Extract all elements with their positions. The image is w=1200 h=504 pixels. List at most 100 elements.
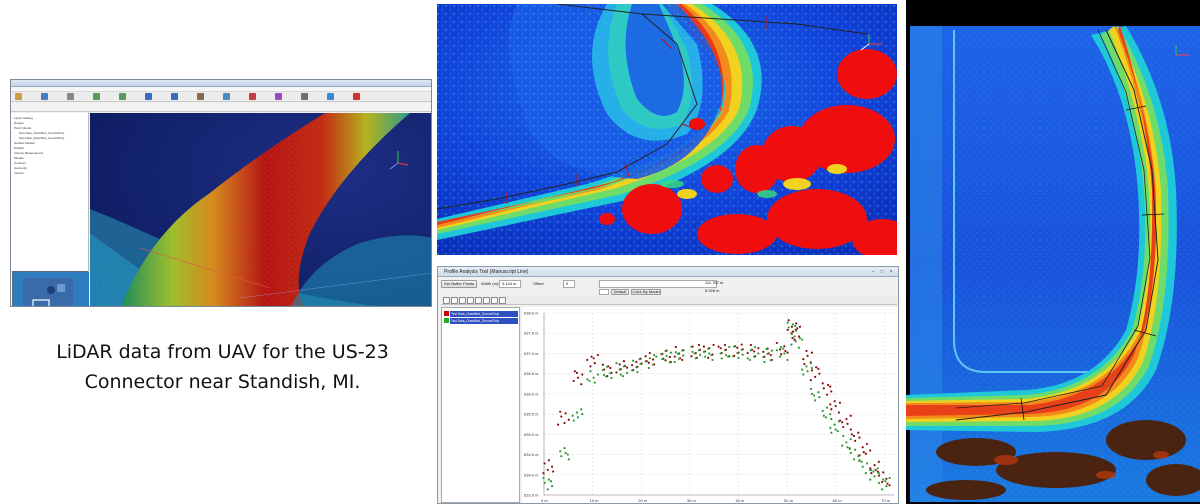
data-point (543, 481, 546, 484)
layer-name: Test Data_Classified_GroundOnly (450, 318, 518, 324)
data-point (731, 355, 735, 358)
data-point (787, 319, 790, 322)
gis-viewer-window: Layer Catalog Drapes Point Clouds Test Data… (10, 79, 432, 307)
data-point (830, 390, 833, 393)
layer-tree-item[interactable]: Contours (14, 161, 27, 165)
data-point (796, 327, 799, 330)
layer-row[interactable]: Test Data_Classified_GroundOnly (444, 318, 518, 324)
data-point (762, 355, 765, 359)
print-icon[interactable] (67, 93, 74, 100)
width-input[interactable]: 0.144 m (499, 280, 521, 288)
data-point (560, 415, 563, 418)
data-point (833, 400, 836, 403)
data-point (806, 354, 809, 357)
y-tick-label: 636.5 m (524, 371, 539, 376)
layer-row[interactable]: Test Data_Classified_GroundOnly (444, 311, 518, 317)
data-point (790, 332, 794, 336)
layer-tree-item[interactable]: Surface Models (14, 141, 35, 145)
layer-tree-item[interactable]: Geometry (14, 166, 28, 170)
default-button[interactable]: Default (611, 289, 629, 295)
layer-tree-item[interactable]: Test Data_Classified_GroundOnly (19, 131, 65, 135)
data-point (690, 345, 693, 349)
get-buffer-points-button[interactable]: Get Buffer Points (441, 280, 477, 288)
offset-input[interactable]: 0 (563, 280, 575, 288)
data-point (741, 353, 744, 356)
data-point (848, 446, 851, 450)
undo-icon[interactable] (93, 93, 100, 100)
data-point (780, 345, 783, 349)
layer-tree-item[interactable]: Profiles (14, 146, 25, 150)
help-icon[interactable] (327, 93, 334, 100)
data-point (814, 399, 817, 402)
save-icon[interactable] (451, 297, 458, 304)
maximize-icon[interactable]: □ (880, 269, 884, 275)
data-point (857, 455, 860, 458)
data-point (546, 468, 549, 472)
close-icon[interactable] (353, 93, 360, 100)
caption-line-1: LiDAR data from UAV for the US-23 (56, 341, 389, 363)
range-slider[interactable] (599, 280, 717, 288)
data-point (677, 357, 681, 360)
measure-icon[interactable] (249, 93, 256, 100)
data-point (841, 421, 844, 424)
data-point (874, 468, 877, 472)
data-point (842, 434, 845, 438)
filter-icon[interactable] (483, 297, 490, 304)
data-point (805, 365, 808, 368)
data-point (786, 358, 789, 362)
save-icon[interactable] (41, 93, 48, 100)
data-point (589, 370, 592, 373)
data-point (601, 368, 605, 372)
data-point (719, 352, 722, 355)
layer-tree-item[interactable]: Volume Measurement (14, 151, 44, 155)
data-point (861, 465, 864, 468)
overview-map[interactable] (12, 271, 89, 306)
layer-tree-item[interactable]: Layer Catalog (14, 116, 33, 120)
data-point (869, 467, 872, 470)
y-tick-label: 635.0 m (524, 432, 539, 437)
open-icon[interactable] (443, 297, 450, 304)
data-point (703, 355, 707, 358)
zoom-out-icon[interactable] (171, 93, 178, 100)
data-point (849, 414, 852, 417)
data-point (615, 362, 618, 365)
profile-plot[interactable]: 633.5 m 634.0 m 634.5 m 635.0 m 635.5 m 636.0… (522, 307, 898, 503)
layer-tree-item[interactable]: Drapes (14, 121, 24, 125)
layer-tree-item[interactable]: Test Data_Classified_GroundOnly (19, 136, 65, 140)
data-point (841, 444, 844, 447)
axis-gizmo-icon (1175, 45, 1190, 56)
scale-slider[interactable] (599, 289, 609, 295)
pan-icon[interactable] (197, 93, 204, 100)
redo-icon[interactable] (119, 93, 126, 100)
data-point (563, 446, 566, 450)
data-point (576, 416, 580, 419)
data-point (845, 441, 848, 444)
export-icon[interactable] (499, 297, 506, 304)
data-point (618, 363, 621, 366)
close-icon[interactable]: × (889, 269, 893, 275)
layer-tree-item[interactable]: Vectors (14, 171, 25, 175)
rotate-icon[interactable] (223, 93, 230, 100)
y-tick-label: 637.0 m (524, 351, 539, 356)
profile-controls-row-2: Default Color By Model 5.926 m (441, 289, 897, 296)
data-point (723, 343, 727, 347)
point-cloud-3d-view[interactable]: · (90, 113, 431, 306)
profile-icon[interactable] (275, 93, 282, 100)
zoom-out-icon[interactable] (467, 297, 474, 304)
data-point (655, 355, 658, 358)
open-icon[interactable] (15, 93, 22, 100)
settings-icon[interactable] (301, 93, 308, 100)
data-point (888, 484, 891, 487)
data-point (651, 358, 655, 361)
data-point (754, 345, 757, 349)
layer-tree-item[interactable]: Models (14, 156, 24, 160)
pan-icon[interactable] (475, 297, 482, 304)
zoom-in-icon[interactable] (459, 297, 466, 304)
ratio-value: 5.926 m (705, 288, 720, 293)
layer-tree-item[interactable]: Point Clouds (14, 126, 32, 130)
data-point (865, 442, 869, 446)
color-by-model-button[interactable]: Color By Model (631, 289, 661, 295)
minimize-icon[interactable]: – (871, 269, 875, 275)
measure-icon[interactable] (491, 297, 498, 304)
zoom-in-icon[interactable] (145, 93, 152, 100)
